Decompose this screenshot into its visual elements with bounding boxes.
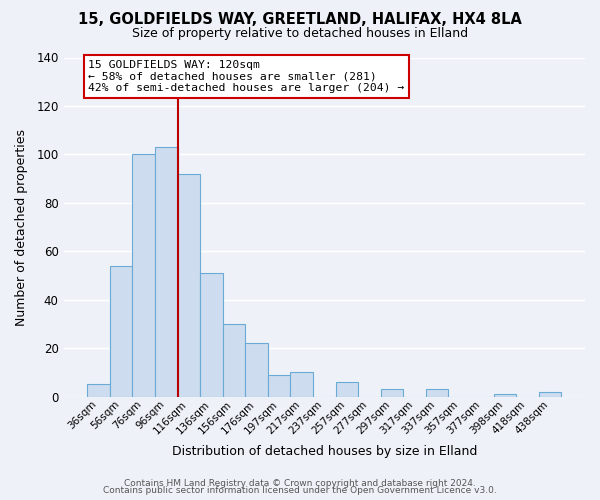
Bar — [133, 154, 155, 396]
Bar — [426, 390, 448, 396]
Text: Size of property relative to detached houses in Elland: Size of property relative to detached ho… — [132, 28, 468, 40]
Bar — [335, 382, 358, 396]
Bar — [155, 147, 178, 396]
Text: Contains HM Land Registry data © Crown copyright and database right 2024.: Contains HM Land Registry data © Crown c… — [124, 478, 476, 488]
Bar — [178, 174, 200, 396]
Bar — [223, 324, 245, 396]
Bar — [494, 394, 516, 396]
Bar — [290, 372, 313, 396]
Bar — [245, 344, 268, 396]
Y-axis label: Number of detached properties: Number of detached properties — [15, 128, 28, 326]
Text: 15 GOLDFIELDS WAY: 120sqm
← 58% of detached houses are smaller (281)
42% of semi: 15 GOLDFIELDS WAY: 120sqm ← 58% of detac… — [88, 60, 404, 93]
Bar — [87, 384, 110, 396]
Bar — [268, 374, 290, 396]
Bar — [200, 273, 223, 396]
Bar — [539, 392, 561, 396]
X-axis label: Distribution of detached houses by size in Elland: Distribution of detached houses by size … — [172, 444, 477, 458]
Bar — [381, 390, 403, 396]
Text: 15, GOLDFIELDS WAY, GREETLAND, HALIFAX, HX4 8LA: 15, GOLDFIELDS WAY, GREETLAND, HALIFAX, … — [78, 12, 522, 28]
Bar — [110, 266, 133, 396]
Text: Contains public sector information licensed under the Open Government Licence v3: Contains public sector information licen… — [103, 486, 497, 495]
